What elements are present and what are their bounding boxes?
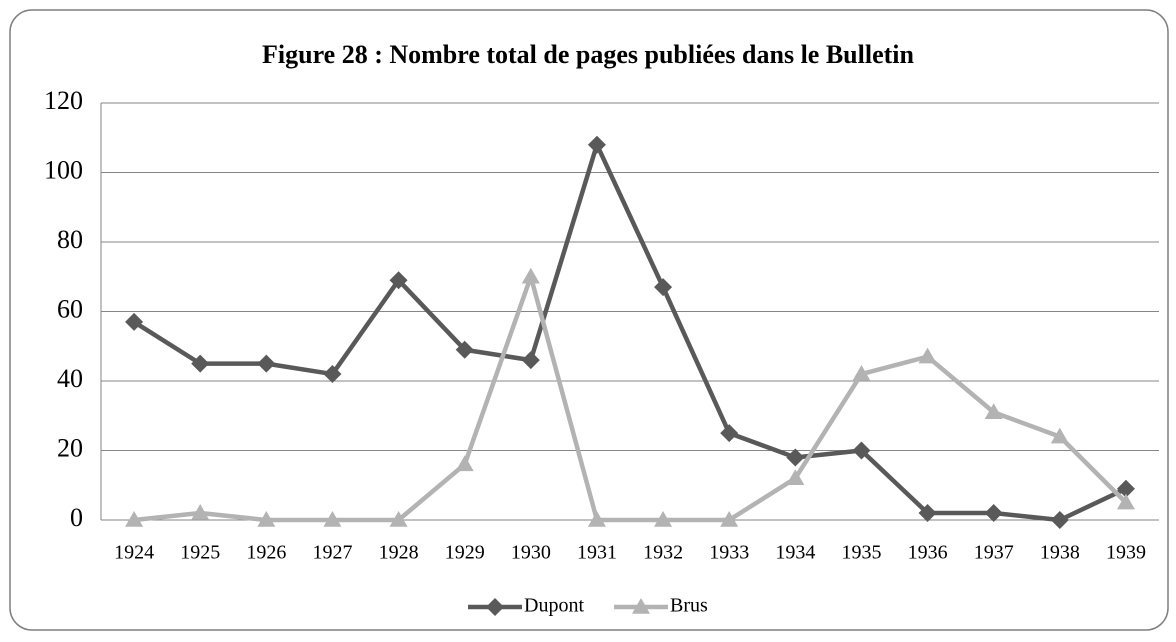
data-point <box>1050 427 1069 444</box>
data-point <box>191 354 210 373</box>
data-point <box>852 441 871 460</box>
x-tick-label: 1930 <box>511 542 551 564</box>
data-point <box>587 511 606 527</box>
data-point <box>918 504 937 523</box>
data-point <box>455 340 474 359</box>
data-point <box>323 365 342 384</box>
y-tick-label: 40 <box>57 364 83 393</box>
data-point <box>720 424 739 443</box>
data-point <box>984 504 1003 523</box>
data-point <box>257 511 276 527</box>
x-tick-label: 1931 <box>577 542 617 564</box>
y-tick-label: 120 <box>44 86 83 115</box>
data-point <box>455 455 474 472</box>
data-point <box>918 347 937 364</box>
legend-marker <box>632 598 650 614</box>
x-tick-label: 1936 <box>908 542 948 564</box>
x-tick-label: 1924 <box>114 542 154 564</box>
data-point <box>323 511 342 527</box>
data-point <box>521 267 540 284</box>
data-point <box>654 511 673 527</box>
data-point <box>125 511 144 527</box>
y-tick-label: 80 <box>57 225 83 254</box>
data-point <box>654 278 673 297</box>
y-tick-label: 20 <box>57 433 83 462</box>
x-tick-label: 1938 <box>1040 542 1080 564</box>
x-tick-label: 1934 <box>775 542 815 564</box>
y-tick-label: 100 <box>44 155 83 184</box>
x-tick-label: 1932 <box>643 542 683 564</box>
chart-border <box>9 9 1169 631</box>
legend-marker <box>486 598 504 616</box>
data-point <box>257 354 276 373</box>
x-tick-label: 1927 <box>312 542 352 564</box>
x-tick-label: 1935 <box>841 542 881 564</box>
data-point <box>1116 479 1135 498</box>
data-point <box>984 403 1003 420</box>
data-point <box>125 312 144 331</box>
chart-title: Figure 28 : Nombre total de pages publié… <box>262 40 914 69</box>
x-tick-label: 1926 <box>246 542 286 564</box>
data-point <box>786 448 805 467</box>
data-point <box>389 511 408 527</box>
data-point <box>786 469 805 486</box>
series-line <box>133 274 1128 523</box>
data-point <box>521 351 540 370</box>
data-point <box>852 365 871 381</box>
data-point <box>587 135 606 154</box>
x-tick-label: 1929 <box>445 542 485 564</box>
data-point <box>1116 493 1135 510</box>
data-point <box>389 271 408 290</box>
x-tick-label: 1939 <box>1106 542 1146 564</box>
legend-label: Brus <box>670 595 708 617</box>
x-tick-label: 1925 <box>180 542 220 564</box>
series-line <box>132 142 1127 523</box>
data-point <box>1050 511 1069 529</box>
x-tick-label: 1937 <box>974 542 1014 564</box>
data-point <box>720 511 739 527</box>
legend-label: Dupont <box>524 595 584 617</box>
data-point <box>191 504 210 520</box>
y-tick-label: 60 <box>57 294 83 323</box>
x-tick-label: 1928 <box>379 542 419 564</box>
x-tick-label: 1933 <box>709 542 749 564</box>
y-tick-label: 0 <box>70 503 83 532</box>
